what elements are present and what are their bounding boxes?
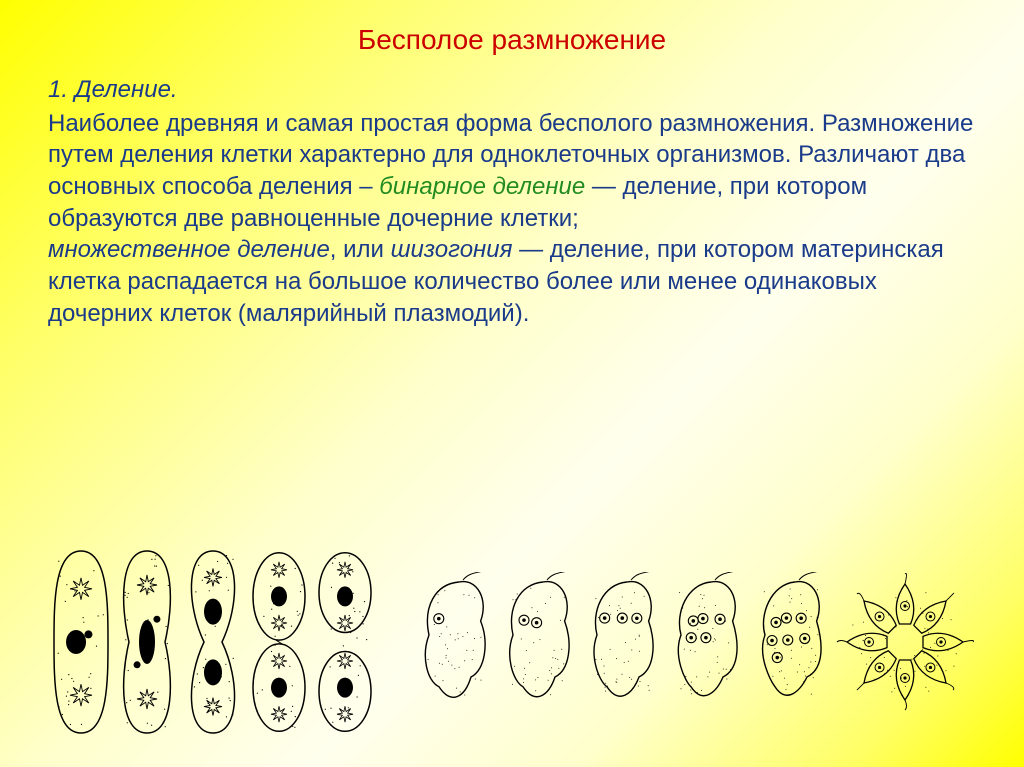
term-schizogony: шизогония [391, 236, 513, 263]
term-binary-fission: бинарное деление [379, 173, 585, 200]
schizogony-stage-0 [415, 572, 495, 712]
schizogony-stage-2 [583, 572, 663, 712]
schizogony-diagram [415, 572, 975, 712]
body-fragment: , или [330, 236, 391, 263]
section-number: 1. [48, 76, 75, 103]
paramecium-stage-3 [248, 547, 310, 737]
schizogony-stage-1 [499, 572, 579, 712]
term-schizogony: множественное деление [48, 236, 330, 263]
slide-body: 1. Деление. Наиболее древняя и самая про… [48, 74, 976, 329]
paramecium-stage-0 [50, 547, 112, 737]
paramecium-stage-2 [182, 547, 244, 737]
schizogony-stage-3 [667, 572, 747, 712]
schizogony-stage-4 [751, 572, 831, 712]
binary-fission-diagram [50, 547, 376, 737]
slide-title: Бесполое размножение [48, 24, 976, 56]
illustrations-row [0, 547, 1024, 737]
schizogony-rosette [835, 572, 975, 712]
section-heading: Деление. [75, 76, 178, 103]
paramecium-stage-4 [314, 547, 376, 737]
body-text: Наиболее древняя и самая простая форма б… [48, 108, 976, 330]
paramecium-stage-1 [116, 547, 178, 737]
